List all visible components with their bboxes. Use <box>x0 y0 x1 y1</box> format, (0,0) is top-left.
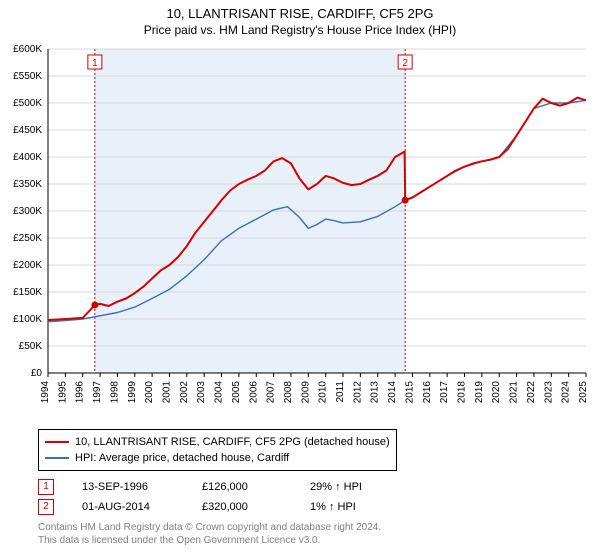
svg-text:£50K: £50K <box>19 341 43 352</box>
legend-swatch <box>45 457 69 459</box>
svg-text:2007: 2007 <box>266 381 277 404</box>
svg-text:£100K: £100K <box>13 314 42 325</box>
svg-text:£400K: £400K <box>13 152 42 163</box>
svg-text:2016: 2016 <box>422 381 433 404</box>
svg-text:£350K: £350K <box>13 179 42 190</box>
sale-hpi: 29% ↑ HPI <box>310 477 390 497</box>
svg-text:1997: 1997 <box>92 381 103 404</box>
svg-text:£450K: £450K <box>13 125 42 136</box>
svg-text:2012: 2012 <box>352 381 363 404</box>
legend-label: HPI: Average price, detached house, Card… <box>75 450 289 466</box>
svg-text:1: 1 <box>92 58 98 69</box>
svg-text:2006: 2006 <box>248 381 259 404</box>
sale-marker-icon: 1 <box>38 479 54 495</box>
sale-date: 13-SEP-1996 <box>82 477 174 497</box>
svg-text:2010: 2010 <box>318 381 329 404</box>
svg-text:1995: 1995 <box>57 381 68 404</box>
sale-marker-icon: 2 <box>38 499 54 515</box>
svg-text:£0: £0 <box>31 368 43 379</box>
svg-text:2020: 2020 <box>491 381 502 404</box>
svg-text:£200K: £200K <box>13 260 42 271</box>
svg-text:1998: 1998 <box>109 381 120 404</box>
footer-line-2: This data is licensed under the Open Gov… <box>38 534 582 547</box>
line-chart-svg: £0 £50K £100K £150K £200K £250K £300K £350K £400… <box>0 43 600 423</box>
svg-text:2008: 2008 <box>283 381 294 404</box>
svg-text:2015: 2015 <box>404 381 415 404</box>
svg-text:2001: 2001 <box>161 381 172 404</box>
legend: 10, LLANTRISANT RISE, CARDIFF, CF5 2PG (… <box>38 429 397 471</box>
svg-text:2004: 2004 <box>214 381 225 404</box>
svg-text:2002: 2002 <box>179 381 190 404</box>
chart-subtitle: Price paid vs. HM Land Registry's House … <box>0 23 600 37</box>
attribution-footer: Contains HM Land Registry data © Crown c… <box>38 521 582 547</box>
svg-text:2009: 2009 <box>300 381 311 404</box>
sale-date: 01-AUG-2014 <box>82 497 174 517</box>
svg-text:1994: 1994 <box>40 381 51 404</box>
svg-text:2014: 2014 <box>387 381 398 404</box>
svg-text:£500K: £500K <box>13 98 42 109</box>
sales-table: 1 13-SEP-1996 £126,000 29% ↑ HPI 2 01-AUG-201… <box>38 477 582 517</box>
svg-text:2000: 2000 <box>144 381 155 404</box>
legend-item: 10, LLANTRISANT RISE, CARDIFF, CF5 2PG (… <box>45 434 390 450</box>
svg-text:2018: 2018 <box>457 381 468 404</box>
svg-text:2021: 2021 <box>509 381 520 404</box>
sale-row: 2 01-AUG-2014 £320,000 1% ↑ HPI <box>38 497 582 517</box>
chart-title: 10, LLANTRISANT RISE, CARDIFF, CF5 2PG <box>0 6 600 21</box>
svg-text:2: 2 <box>402 58 408 69</box>
price-chart-container: { "title": "10, LLANTRISANT RISE, CARDIF… <box>0 6 600 547</box>
svg-text:2017: 2017 <box>439 381 450 404</box>
svg-text:2022: 2022 <box>526 381 537 404</box>
footer-line-1: Contains HM Land Registry data © Crown c… <box>38 521 582 534</box>
svg-text:2011: 2011 <box>335 381 346 403</box>
svg-text:£600K: £600K <box>13 44 42 55</box>
svg-text:2019: 2019 <box>474 381 485 404</box>
legend-label: 10, LLANTRISANT RISE, CARDIFF, CF5 2PG (… <box>75 434 390 450</box>
svg-text:1996: 1996 <box>75 381 86 404</box>
sale-hpi: 1% ↑ HPI <box>310 497 390 517</box>
svg-text:£150K: £150K <box>13 287 42 298</box>
sale-price: £126,000 <box>202 477 282 497</box>
sale-row: 1 13-SEP-1996 £126,000 29% ↑ HPI <box>38 477 582 497</box>
svg-text:2023: 2023 <box>543 381 554 404</box>
chart-area: £0 £50K £100K £150K £200K £250K £300K £350K £400… <box>0 43 600 423</box>
svg-text:£250K: £250K <box>13 233 42 244</box>
svg-text:£300K: £300K <box>13 206 42 217</box>
sale-price: £320,000 <box>202 497 282 517</box>
svg-text:£550K: £550K <box>13 71 42 82</box>
svg-text:1999: 1999 <box>127 381 138 404</box>
svg-text:2003: 2003 <box>196 381 207 404</box>
svg-text:2005: 2005 <box>231 381 242 404</box>
svg-text:2025: 2025 <box>578 381 589 404</box>
legend-swatch <box>45 441 69 443</box>
legend-item: HPI: Average price, detached house, Card… <box>45 450 390 466</box>
svg-text:2024: 2024 <box>561 381 572 404</box>
svg-text:2013: 2013 <box>370 381 381 404</box>
